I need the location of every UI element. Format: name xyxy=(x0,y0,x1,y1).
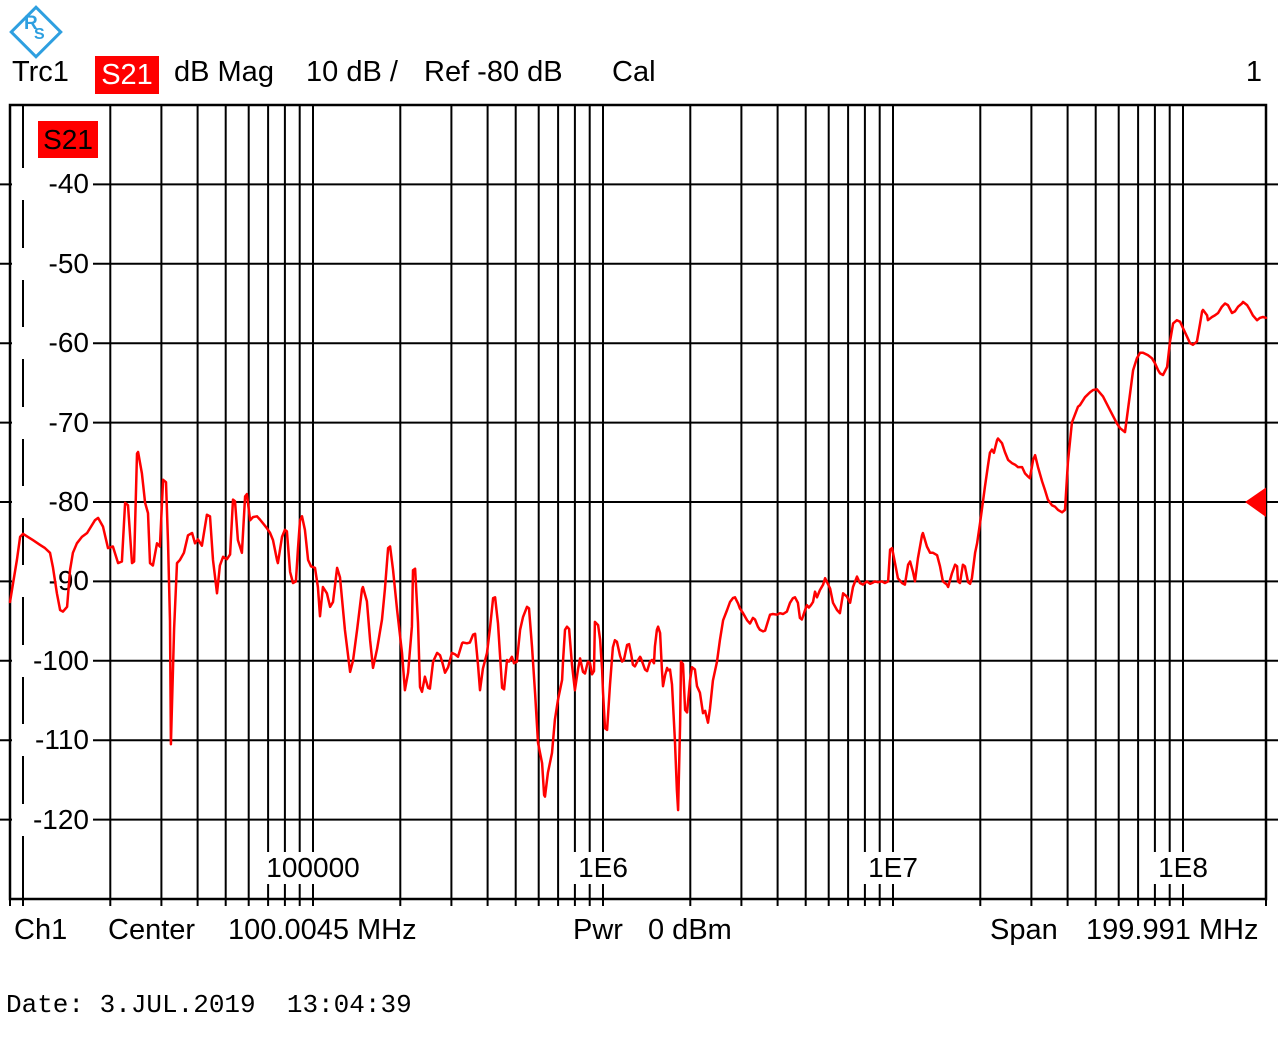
trace-label-badge[interactable]: S21 xyxy=(38,121,98,158)
center-freq-label[interactable]: Center xyxy=(108,914,196,946)
power-value[interactable]: 0 dBm xyxy=(648,914,732,946)
trace-format-label[interactable]: dB Mag xyxy=(174,56,274,88)
date-time-label: Date: 3.JUL.2019 13:04:39 xyxy=(6,990,412,1020)
rohde-schwarz-logo-icon: R S xyxy=(8,4,63,59)
center-freq-value[interactable]: 100.0045 MHz xyxy=(228,914,417,946)
span-value[interactable]: 199.991 MHz xyxy=(1086,914,1259,946)
logo-letter-r: R xyxy=(24,13,38,34)
measurement-parameter-badge[interactable]: S21 xyxy=(95,56,159,94)
power-label[interactable]: Pwr xyxy=(573,914,623,946)
cal-status-label: Cal xyxy=(612,56,656,88)
logo-letter-s: S xyxy=(34,26,45,43)
scale-per-div-label[interactable]: 10 dB / xyxy=(306,56,398,88)
trace-name-label[interactable]: Trc1 xyxy=(12,56,69,88)
window-number-label: 1 xyxy=(1245,56,1262,88)
channel-label[interactable]: Ch1 xyxy=(14,914,68,946)
span-label[interactable]: Span xyxy=(990,914,1058,946)
ref-level-label[interactable]: Ref -80 dB xyxy=(424,56,563,88)
